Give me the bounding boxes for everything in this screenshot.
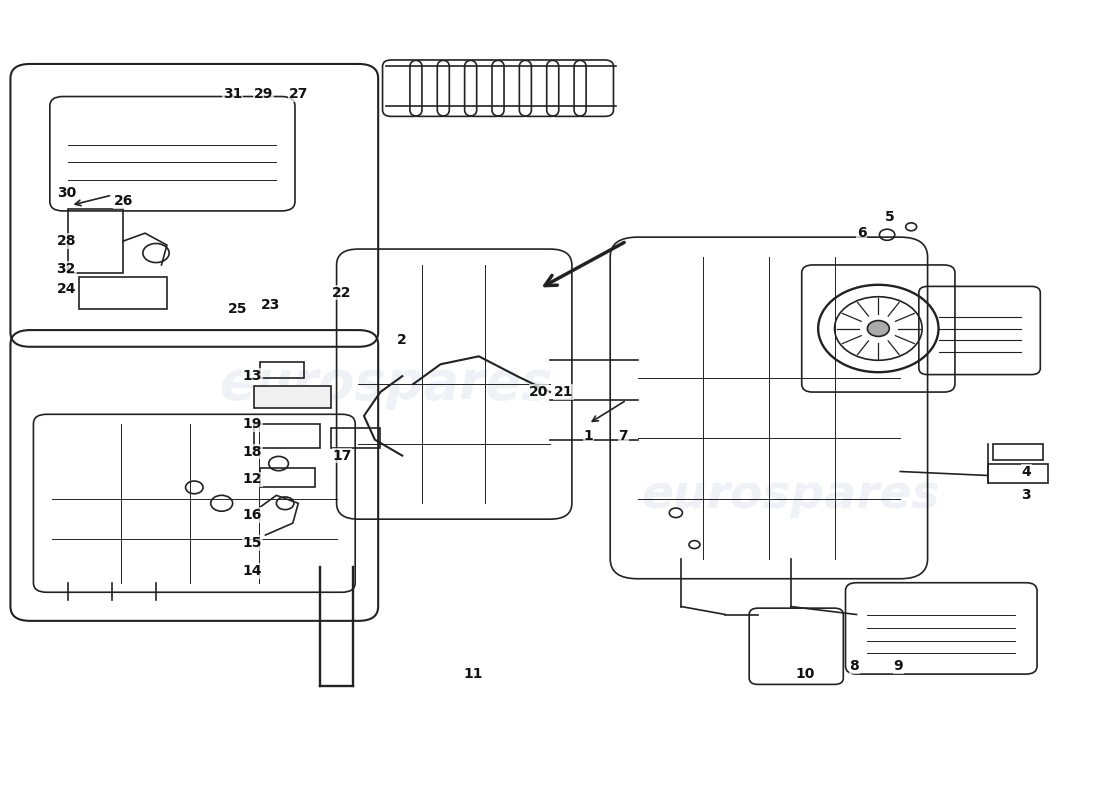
Text: 1: 1: [583, 429, 593, 442]
Text: eurospares: eurospares: [219, 358, 552, 410]
Text: 22: 22: [332, 286, 352, 300]
Text: 7: 7: [618, 429, 628, 442]
Text: 2: 2: [397, 334, 407, 347]
Bar: [260, 362, 304, 378]
Bar: [68, 210, 123, 273]
Text: 20: 20: [529, 385, 549, 399]
Text: 30: 30: [56, 186, 76, 201]
Circle shape: [868, 321, 889, 337]
Text: 11: 11: [463, 667, 483, 681]
Text: 31: 31: [223, 87, 242, 101]
Text: 21: 21: [553, 385, 573, 399]
Text: 18: 18: [243, 445, 262, 458]
Text: 19: 19: [243, 417, 262, 431]
Text: 6: 6: [857, 226, 867, 240]
Bar: [254, 386, 331, 408]
Text: 29: 29: [254, 87, 273, 101]
Text: 15: 15: [243, 536, 262, 550]
Text: 12: 12: [243, 473, 262, 486]
Text: 9: 9: [893, 659, 903, 673]
Text: 10: 10: [795, 667, 815, 681]
Text: 27: 27: [288, 87, 308, 101]
Text: 17: 17: [332, 449, 352, 462]
Text: 26: 26: [113, 194, 133, 208]
Text: 25: 25: [229, 302, 248, 316]
Text: 8: 8: [849, 659, 859, 673]
Text: 5: 5: [884, 210, 894, 224]
Text: 32: 32: [56, 262, 76, 276]
Text: 4: 4: [1021, 465, 1031, 478]
Bar: [331, 428, 381, 448]
Text: 3: 3: [1021, 488, 1031, 502]
Text: 28: 28: [56, 234, 76, 248]
Text: 14: 14: [243, 564, 262, 578]
Text: 23: 23: [261, 298, 280, 312]
Bar: [260, 467, 315, 487]
Bar: [993, 444, 1043, 459]
Bar: [988, 463, 1048, 483]
Text: 16: 16: [243, 508, 262, 522]
Bar: [254, 424, 320, 448]
Text: 13: 13: [243, 369, 262, 383]
Text: eurospares: eurospares: [641, 473, 940, 518]
Text: 24: 24: [56, 282, 76, 296]
Bar: [79, 277, 167, 309]
